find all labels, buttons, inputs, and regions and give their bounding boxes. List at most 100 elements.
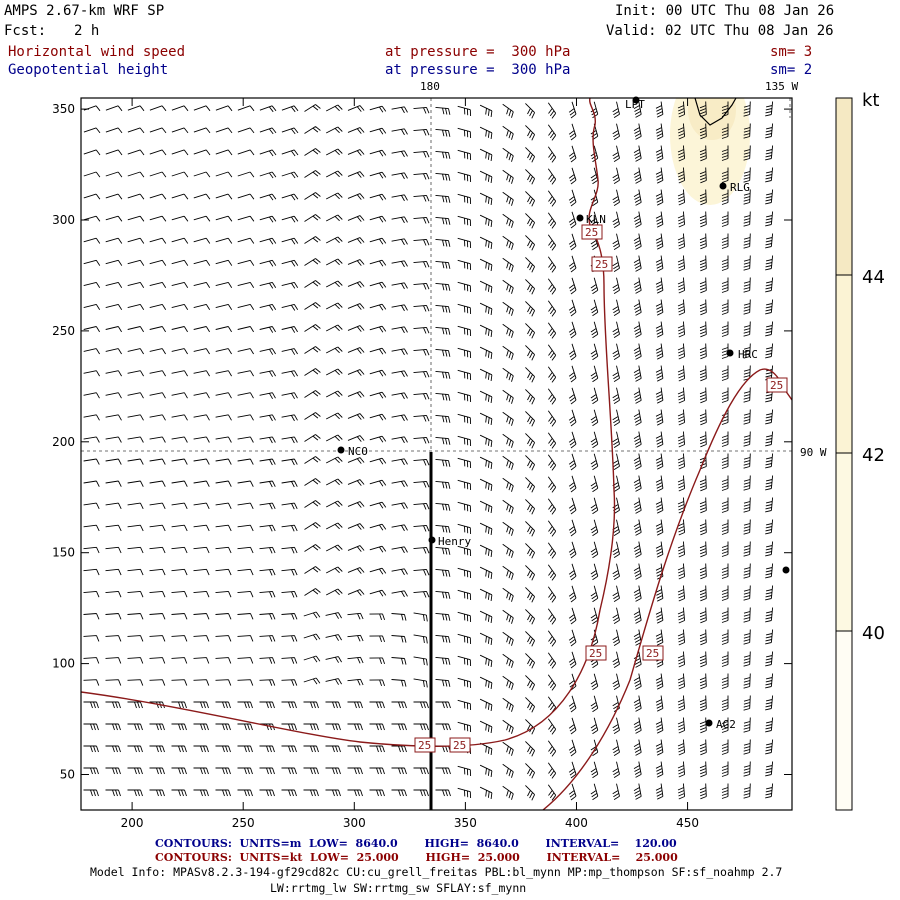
wind-barb — [347, 701, 363, 709]
wind-barb — [590, 739, 599, 757]
wind-barb — [105, 127, 123, 134]
wind-barb — [677, 255, 686, 272]
wind-barb — [457, 259, 472, 271]
wind-barb — [281, 657, 298, 664]
wind-barb — [525, 697, 536, 713]
wind-barb — [568, 475, 577, 493]
wind-barb — [590, 343, 599, 361]
wind-barb — [391, 128, 408, 136]
wind-barb — [105, 370, 122, 377]
colorbar-band-3 — [836, 453, 852, 631]
wind-barb — [479, 170, 493, 184]
wind-barb — [502, 345, 514, 360]
wind-barb — [435, 216, 451, 225]
wind-barb — [237, 502, 254, 509]
wind-barb — [105, 679, 122, 686]
wind-barb — [765, 299, 774, 315]
wind-barb — [369, 657, 386, 665]
wind-barb — [612, 651, 620, 668]
wind-barb — [612, 475, 620, 492]
wind-barb — [525, 279, 536, 295]
wind-barb — [83, 348, 100, 355]
wind-barb — [479, 104, 493, 118]
wind-barb — [83, 701, 99, 709]
wind-barb — [590, 563, 599, 581]
wind-barb — [193, 370, 210, 377]
wind-barb — [479, 412, 493, 426]
wind-barb — [677, 497, 686, 514]
wind-barb — [237, 392, 254, 399]
wind-barb — [612, 629, 620, 646]
contour-label-5: 25 — [646, 647, 659, 660]
wind-barb — [391, 745, 407, 753]
wind-barb — [281, 105, 299, 113]
wind-barb — [435, 502, 451, 511]
wind-barb — [259, 635, 276, 642]
wind-barb — [215, 370, 232, 377]
wind-barb — [765, 739, 774, 755]
wind-barb — [525, 389, 536, 405]
wind-barb — [547, 190, 557, 207]
wind-barb — [502, 565, 514, 580]
wind-barb — [303, 745, 319, 753]
wind-barb — [171, 502, 188, 509]
wind-barb — [677, 739, 686, 756]
wind-barb — [568, 233, 577, 251]
wind-barb — [193, 237, 211, 244]
wind-barb — [369, 435, 387, 443]
station-hrc: HRC — [738, 348, 758, 361]
init-time: Init: 00 UTC Thu 08 Jan 26 — [615, 3, 835, 19]
wind-barb — [721, 783, 729, 799]
wind-barb — [435, 370, 451, 379]
wind-barb — [171, 105, 189, 112]
wind-barb — [612, 277, 620, 294]
wind-barb — [590, 167, 599, 185]
wind-barb — [347, 723, 363, 731]
wind-barb — [457, 611, 472, 623]
wind-barb — [127, 789, 143, 797]
wind-barb — [325, 612, 342, 619]
wind-barb — [347, 589, 365, 596]
wind-barb — [590, 277, 599, 295]
wind-barb — [127, 193, 145, 200]
wind-barb — [743, 189, 751, 205]
wind-barb — [547, 432, 557, 449]
coastline — [694, 98, 737, 126]
wind-barb — [413, 238, 430, 246]
wind-barb — [568, 101, 577, 119]
wind-barb — [743, 563, 751, 579]
wind-barb — [193, 193, 211, 200]
wind-barb — [347, 171, 365, 178]
wind-barb — [347, 567, 365, 574]
wind-barb — [590, 585, 599, 603]
wind-barb — [612, 585, 620, 602]
wind-barb — [743, 145, 751, 161]
wind-barb — [237, 568, 254, 576]
wind-barb — [590, 629, 599, 647]
wind-barb — [457, 655, 472, 667]
wind-barb — [83, 723, 99, 731]
wind-barb — [435, 260, 451, 269]
wind-barb — [413, 634, 428, 644]
wind-barb — [391, 613, 407, 621]
wind-barb — [149, 657, 166, 664]
wind-barb — [347, 391, 365, 398]
wind-barb — [171, 392, 188, 399]
wind-barb — [105, 237, 123, 244]
wind-barb — [568, 167, 577, 185]
wind-barb — [699, 145, 707, 162]
wind-barb — [502, 675, 514, 690]
wind-barb — [325, 478, 343, 486]
wind-barb — [105, 281, 123, 288]
wind-barb — [435, 480, 451, 489]
wind-barb — [127, 215, 145, 222]
wind-barb — [281, 723, 297, 731]
wind-barb — [369, 589, 387, 597]
wind-barb — [721, 607, 729, 623]
wind-barb — [325, 280, 343, 288]
wind-barb — [281, 370, 298, 377]
wind-barb — [699, 233, 707, 250]
axis-ticks — [81, 98, 792, 810]
wind-barb — [215, 767, 231, 775]
wind-barb — [391, 657, 407, 665]
